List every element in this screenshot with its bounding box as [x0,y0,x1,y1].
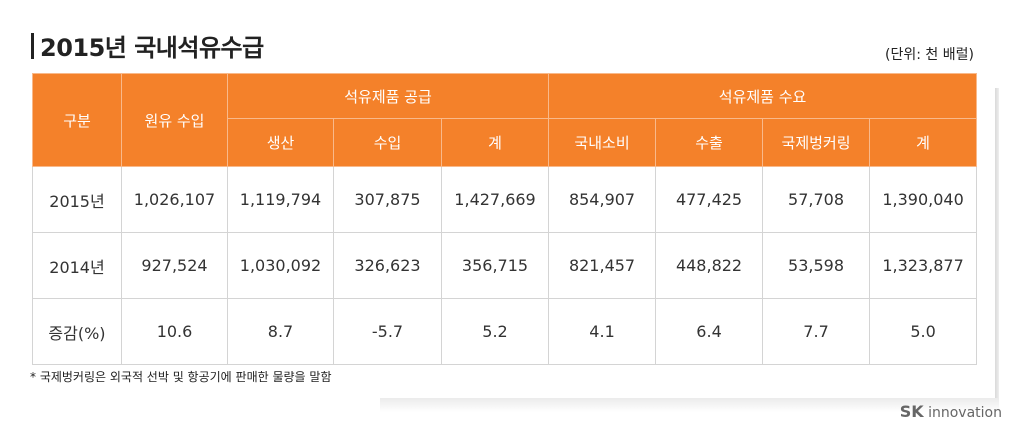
table-shadow-bottom [380,398,999,412]
table-cell: 57,708 [762,166,871,233]
header-import: 수입 [333,118,442,167]
table-shadow-right [995,88,999,408]
footnote: * 국제벙커링은 외국적 선박 및 항공기에 판매한 물량을 말함 [30,370,332,384]
table-cell: 5.2 [440,298,550,365]
table-cell: 821,457 [548,232,657,299]
header-row-1: 구분 원유 수입 석유제품 공급 석유제품 수요 [32,73,978,167]
header-export: 수출 [655,118,764,167]
row-label: 2015년 [32,166,122,233]
table-cell: 1,427,669 [440,166,550,233]
header-demand-group: 석유제품 수요 [548,73,978,119]
table-cell: 326,623 [333,232,442,299]
table-cell: 1,030,092 [227,232,334,299]
table-cell: 854,907 [548,166,657,233]
table-cell: 8.7 [227,298,334,365]
header-production: 생산 [227,118,334,167]
table-cell: 53,598 [762,232,871,299]
page-title: 2015년 국내석유수급 [40,34,264,62]
unit-label: (단위: 천 배럴) [885,47,974,63]
table-cell: 927,524 [121,232,228,299]
table-row: 증감(%) 10.6 8.7 -5.7 5.2 4.1 6.4 7.7 5.0 [32,298,978,365]
row-label: 2014년 [32,232,122,299]
header-demand-total: 계 [869,118,978,167]
table-cell: 307,875 [333,166,442,233]
table-cell: 1,119,794 [227,166,334,233]
table-row: 2015년 1,026,107 1,119,794 307,875 1,427,… [32,166,978,233]
supply-demand-table: 구분 원유 수입 석유제품 공급 석유제품 수요 생산 수입 계 국내소비 수출… [32,73,978,365]
logo-suffix: innovation [928,405,1002,421]
logo-brand: SK [899,402,924,421]
header-category: 구분 [32,73,122,167]
header-bunkering: 국제벙커링 [762,118,871,167]
table-cell: 6.4 [655,298,764,365]
table-cell: 1,026,107 [121,166,228,233]
header-row-2: 생산 수입 계 국내소비 수출 국제벙커링 계 [33,118,978,167]
table-cell: 10.6 [121,298,228,365]
table-cell: 4.1 [548,298,657,365]
table-cell: 7.7 [762,298,871,365]
table-cell: 356,715 [440,232,550,299]
row-label: 증감(%) [32,298,122,365]
title-accent-bar [31,33,34,59]
table-cell: 1,390,040 [869,166,978,233]
table-row: 2014년 927,524 1,030,092 326,623 356,715 … [32,232,978,299]
table-cell: 477,425 [655,166,764,233]
table-cell: -5.7 [333,298,442,365]
table-cell: 448,822 [655,232,764,299]
header-crude-import: 원유 수입 [121,73,228,167]
sk-innovation-logo: SK innovation [900,402,1002,421]
table-cell: 5.0 [869,298,978,365]
header-supply-total: 계 [440,118,550,167]
header-supply-group: 석유제품 공급 [226,73,550,119]
header-domestic-consumption: 국내소비 [548,118,657,167]
table-cell: 1,323,877 [869,232,978,299]
